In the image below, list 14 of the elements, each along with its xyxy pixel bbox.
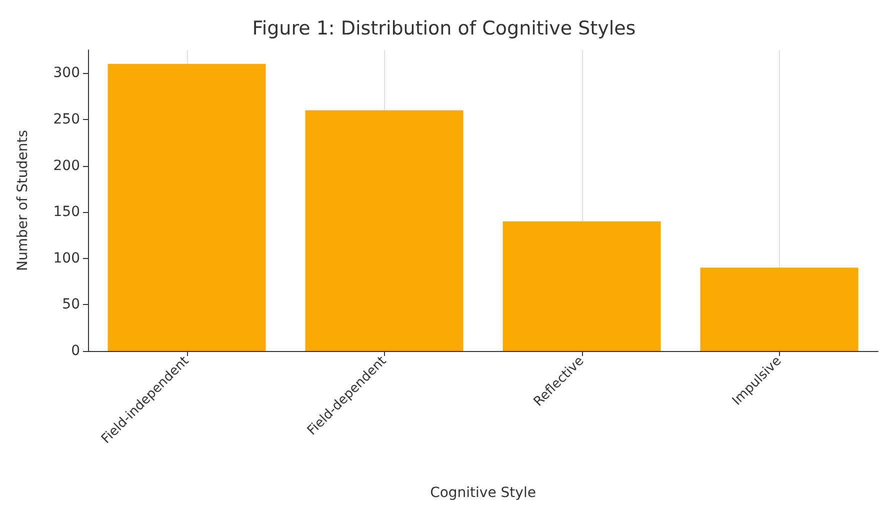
- bar: [108, 64, 266, 351]
- chart-title: Figure 1: Distribution of Cognitive Styles: [252, 18, 636, 40]
- x-axis-title: Cognitive Style: [430, 485, 536, 501]
- y-tick-label: 200: [53, 158, 80, 174]
- bar: [305, 110, 464, 351]
- y-tick-label: 300: [53, 65, 80, 82]
- bar: [700, 268, 858, 351]
- y-tick-label: 0: [71, 343, 80, 359]
- y-tick-label: 50: [62, 296, 80, 313]
- y-tick-label: 250: [53, 111, 80, 128]
- y-tick-label: 100: [53, 250, 80, 266]
- bar: [502, 221, 661, 351]
- y-tick-label: 150: [53, 204, 80, 220]
- y-axis-title: Number of Students: [15, 130, 31, 272]
